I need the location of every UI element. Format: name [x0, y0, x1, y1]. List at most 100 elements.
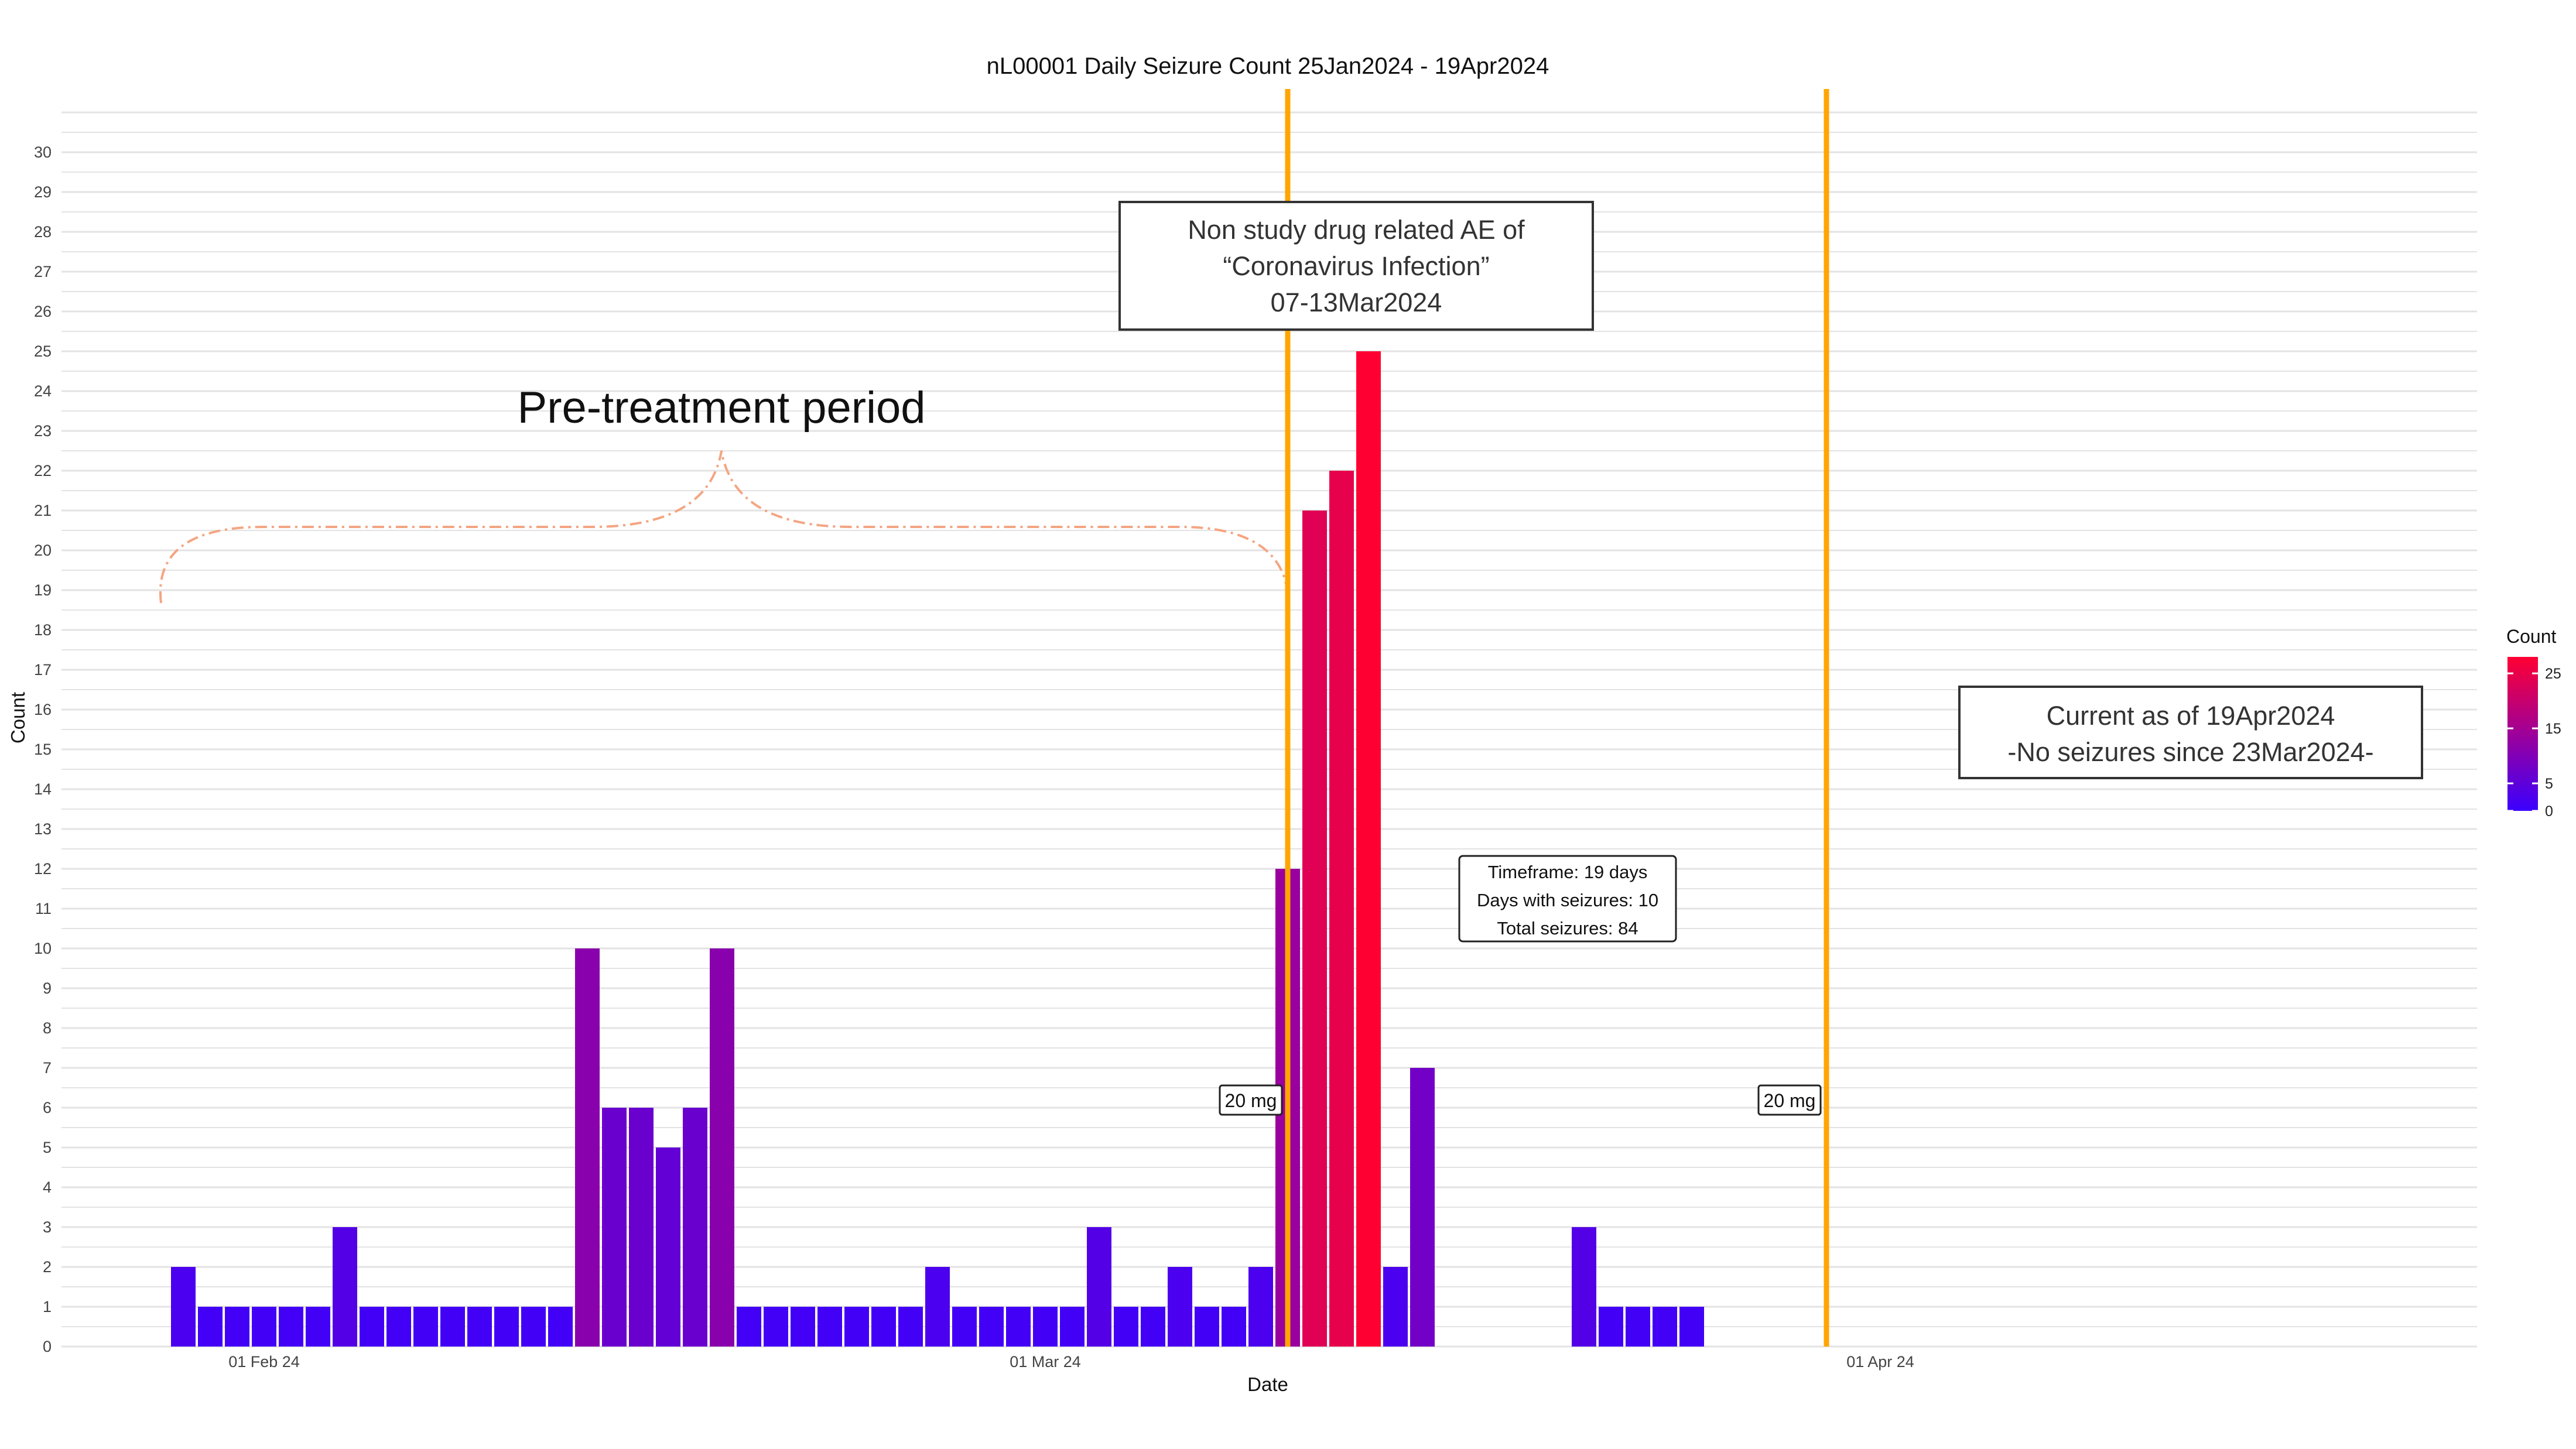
- bar: [1195, 1307, 1219, 1347]
- y-tick-label: 24: [34, 382, 52, 400]
- x-tick-label: 01 Feb 24: [228, 1353, 300, 1371]
- bar: [306, 1307, 330, 1347]
- y-tick-label: 26: [34, 303, 52, 320]
- bar: [360, 1307, 384, 1347]
- bar: [656, 1147, 680, 1347]
- bar: [575, 948, 600, 1347]
- bar: [979, 1307, 1004, 1347]
- pretreatment-brace: [159, 450, 1289, 604]
- bar: [494, 1307, 519, 1347]
- bar: [252, 1307, 276, 1347]
- bar: [952, 1307, 977, 1347]
- bar: [1302, 511, 1327, 1347]
- y-tick-label: 6: [43, 1099, 52, 1116]
- y-tick-label: 25: [34, 342, 52, 360]
- legend-tick-label: 15: [2545, 721, 2561, 737]
- bar: [413, 1307, 438, 1347]
- bar: [871, 1307, 896, 1347]
- y-tick-label: 3: [43, 1218, 52, 1236]
- legend-tick-label: 0: [2545, 803, 2553, 820]
- y-tick-label: 16: [34, 701, 52, 718]
- y-tick-label: 19: [34, 581, 52, 599]
- y-tick-label: 0: [43, 1338, 52, 1355]
- bar: [1033, 1307, 1058, 1347]
- y-tick-label: 15: [34, 741, 52, 758]
- bar: [1168, 1267, 1192, 1347]
- bar: [521, 1307, 546, 1347]
- bar: [1222, 1307, 1246, 1347]
- y-tick-label: 23: [34, 422, 52, 440]
- pretreatment-label: Pre-treatment period: [518, 383, 926, 433]
- bar: [548, 1307, 573, 1347]
- bar: [467, 1307, 492, 1347]
- y-tick-label: 7: [43, 1059, 52, 1077]
- ae-note-line: 07-13Mar2024: [1271, 287, 1442, 317]
- current-status-line: -No seizures since 23Mar2024-: [2007, 737, 2373, 767]
- bar: [629, 1108, 654, 1347]
- y-tick-label: 21: [34, 502, 52, 519]
- bar: [1248, 1267, 1273, 1347]
- x-tick-label: 01 Apr 24: [1846, 1353, 1914, 1371]
- y-tick-label: 9: [43, 979, 52, 997]
- y-tick-label: 28: [34, 223, 52, 241]
- bar: [1141, 1307, 1165, 1347]
- ae-note-line: “Coronavirus Infection”: [1223, 251, 1489, 281]
- dose-label: 20 mg: [1225, 1090, 1277, 1111]
- bar: [844, 1307, 869, 1347]
- stats-line: Timeframe: 19 days: [1488, 862, 1648, 882]
- stats-line: Total seizures: 84: [1497, 918, 1638, 938]
- bar: [440, 1307, 465, 1347]
- y-tick-label: 20: [34, 542, 52, 559]
- bar: [333, 1227, 357, 1347]
- x-tick-labels: 01 Feb 24 01 Mar 24 01 Apr 24: [228, 1353, 1914, 1371]
- y-tick-label: 17: [34, 661, 52, 679]
- bar: [1329, 471, 1354, 1347]
- chart-title: nL00001 Daily Seizure Count 25Jan2024 - …: [987, 53, 1549, 79]
- dose-label-box: [1219, 1084, 1283, 1116]
- y-tick-label: 8: [43, 1019, 52, 1037]
- y-tick-label: 4: [43, 1179, 52, 1196]
- bar: [791, 1307, 815, 1347]
- bar: [925, 1267, 950, 1347]
- bar: [1410, 1068, 1435, 1347]
- bars: [171, 351, 1704, 1347]
- bar: [198, 1307, 223, 1347]
- bar: [1060, 1307, 1085, 1347]
- bar: [279, 1307, 303, 1347]
- bar: [1114, 1307, 1138, 1347]
- bar: [602, 1108, 627, 1347]
- legend-title: Count: [2506, 626, 2557, 647]
- y-tick-label: 2: [43, 1258, 52, 1276]
- y-tick-labels: 0123456789101112131415161718192021222324…: [34, 143, 52, 1355]
- bar: [1572, 1227, 1596, 1347]
- dose-label: 20 mg: [1764, 1090, 1816, 1111]
- current-status-line: Current as of 19Apr2024: [2047, 701, 2335, 731]
- stats-line: Days with seizures: 10: [1477, 890, 1658, 910]
- ae-note-line: Non study drug related AE of: [1188, 215, 1525, 245]
- y-tick-label: 13: [34, 820, 52, 838]
- y-tick-label: 11: [35, 900, 52, 917]
- bar: [1626, 1307, 1650, 1347]
- x-tick-label: 01 Mar 24: [1010, 1353, 1081, 1371]
- bar: [1653, 1307, 1677, 1347]
- y-tick-label: 27: [34, 263, 52, 280]
- bar: [171, 1267, 196, 1347]
- y-tick-label: 12: [34, 860, 52, 878]
- dose-label-box: [1757, 1084, 1822, 1116]
- y-tick-label: 14: [34, 780, 52, 798]
- bar: [1383, 1267, 1408, 1347]
- legend-colorbar: [2507, 657, 2538, 811]
- y-tick-label: 30: [34, 143, 52, 161]
- stats-box: [1458, 855, 1677, 943]
- y-tick-label: 1: [43, 1298, 52, 1316]
- bar: [1087, 1227, 1111, 1347]
- bar: [1599, 1307, 1623, 1347]
- y-tick-label: 10: [34, 940, 52, 957]
- x-axis-title: Date: [1247, 1373, 1288, 1395]
- bar: [764, 1307, 788, 1347]
- current-status-box: [1958, 686, 2423, 779]
- bar: [737, 1307, 761, 1347]
- ae-note-box: [1118, 201, 1594, 331]
- y-tick-label: 18: [34, 621, 52, 639]
- bar: [1356, 351, 1381, 1347]
